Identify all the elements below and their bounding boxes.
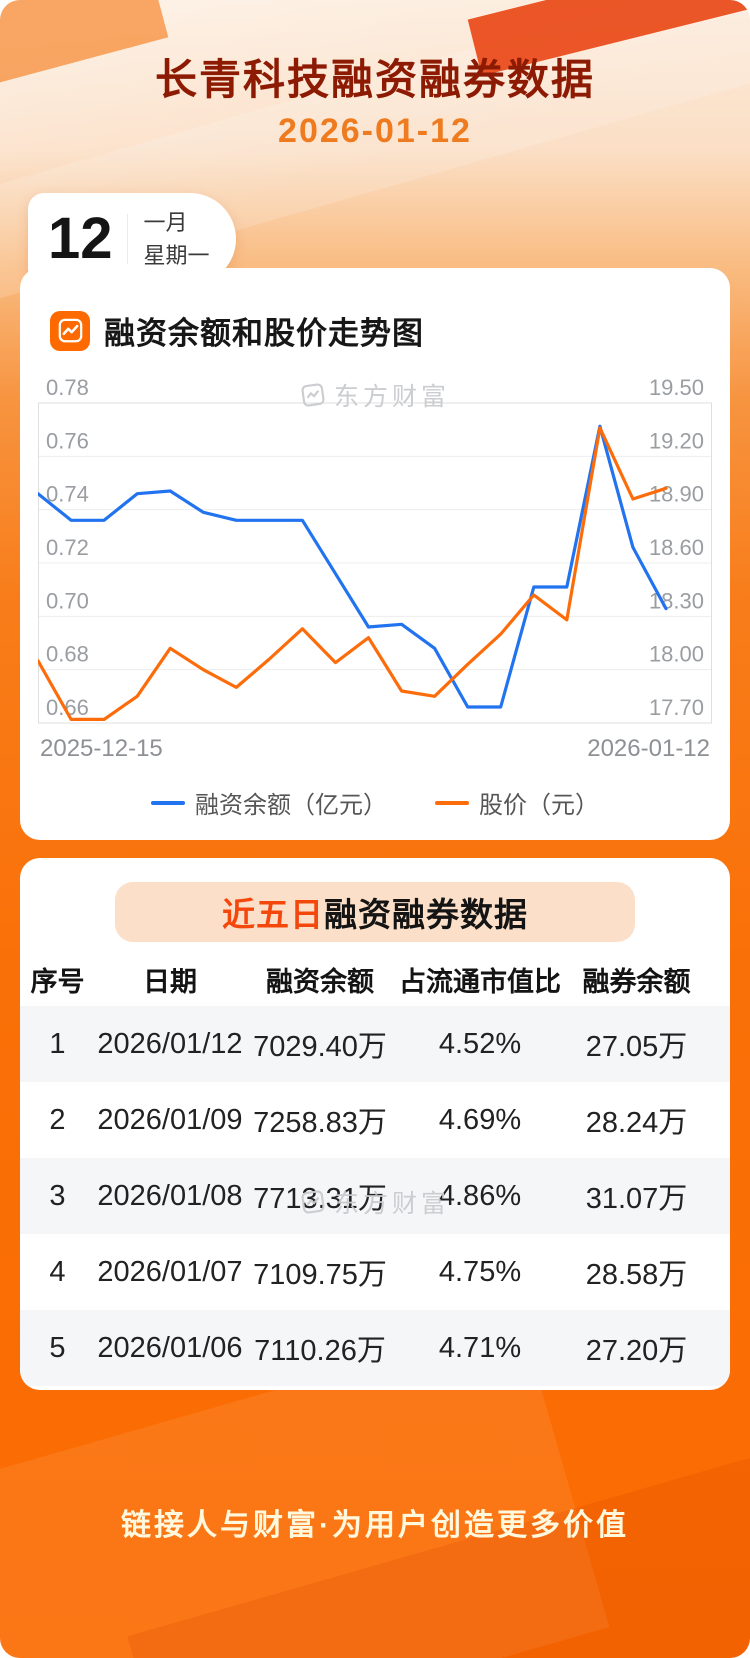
table-cell: 28.24万 [585, 1107, 688, 1139]
table-title-banner: 近五日 融资融券数据 [115, 882, 635, 942]
watermark-table: 东方财富 [300, 1184, 450, 1220]
table-cell: 31.07万 [585, 1183, 688, 1215]
table-header-row: 序号 日期 融资余额 占流通市值比 融券余额 [20, 952, 730, 1006]
table-cell: 5 [49, 1331, 66, 1364]
chart-section-header: 融资余额和股价走势图 [38, 308, 712, 353]
table-cell: 2026/01/08 [97, 1179, 243, 1212]
svg-text:0.76: 0.76 [46, 428, 89, 453]
chart-section-title: 融资余额和股价走势图 [104, 316, 424, 351]
svg-text:19.20: 19.20 [649, 428, 704, 453]
table-cell: 7029.40万 [253, 1031, 387, 1063]
table-cell: 4.71% [438, 1331, 522, 1364]
table-cell: 28.58万 [585, 1259, 688, 1291]
footer-slogan: 链接人与财富·为用户创造更多价值 [121, 1509, 629, 1542]
trend-chart-card: 融资余额和股价走势图 东方财富 0.66 17.70 0.68 18.00 0.70 18… [20, 268, 730, 840]
svg-text:0.68: 0.68 [46, 642, 89, 667]
table-row: 3 2026/01/08 7713.31万 4.86% 31.07万 [20, 1158, 730, 1234]
page-date: 2026-01-12 [278, 112, 472, 150]
calendar-day: 12 [48, 206, 113, 271]
svg-text:0.72: 0.72 [46, 535, 89, 560]
table-body: 1 2026/01/12 7029.40万 4.52% 27.05万 2 2026/01/0… [20, 1006, 730, 1386]
trend-chart: 东方财富 0.66 17.70 0.68 18.00 0.70 18.30 0.72 18.6… [38, 377, 712, 820]
line-chart-icon [50, 310, 90, 351]
table-cell: 7258.83万 [253, 1107, 387, 1139]
page-title: 长青科技融资融券数据 [154, 56, 595, 103]
legend-label: 股价（元） [479, 792, 599, 819]
svg-text:18.60: 18.60 [649, 535, 704, 560]
column-header-date: 日期 [143, 966, 197, 997]
table-cell: 4.69% [438, 1103, 522, 1136]
table-row: 5 2026/01/06 7110.26万 4.71% 27.20万 [20, 1310, 730, 1386]
calendar-meta: 一月 星期一 [144, 206, 210, 272]
x-axis-start-label: 2025-12-15 [40, 735, 163, 762]
table-cell: 4 [49, 1255, 66, 1288]
table-cell: 4.86% [438, 1179, 522, 1212]
legend-label: 融资余额（亿元） [195, 792, 387, 819]
table-cell: 27.05万 [585, 1031, 688, 1063]
watermark-text: 东方财富 [333, 1190, 451, 1218]
table-cell: 7713.31万 [253, 1183, 387, 1215]
table-row: 4 2026/01/07 7109.75万 4.75% 28.58万 [20, 1234, 730, 1310]
svg-text:18.90: 18.90 [649, 482, 704, 507]
svg-text:17.70: 17.70 [649, 695, 704, 720]
x-axis-labels: 2025-12-15 2026-01-12 [38, 735, 712, 763]
x-axis-end-label: 2026-01-12 [587, 735, 710, 762]
calendar-divider [126, 214, 128, 264]
svg-text:19.50: 19.50 [649, 377, 704, 400]
table-title-rest: 融资融券数据 [324, 896, 528, 933]
trend-chart-svg: 0.66 17.700.68 18.000.70 18.300.72 18.600.74… [38, 377, 712, 724]
svg-text:18.00: 18.00 [649, 642, 704, 667]
watermark-chart: 东方财富 [300, 377, 450, 413]
column-header-margin-balance: 融资余额 [266, 966, 374, 997]
column-header-market-cap-ratio: 占流通市值比 [399, 966, 561, 997]
eastmoney-logo-icon [301, 383, 325, 407]
legend-item-margin-balance: 融资余额（亿元） [151, 785, 387, 820]
chart-legend: 融资余额（亿元） 股价（元） [38, 785, 712, 820]
svg-text:0.70: 0.70 [46, 588, 89, 613]
table-cell: 7110.26万 [254, 1335, 386, 1367]
table-cell: 1 [49, 1027, 66, 1060]
table-cell: 4.75% [438, 1255, 522, 1288]
table-cell: 7109.75万 [253, 1259, 387, 1291]
legend-item-stock-price: 股价（元） [435, 785, 599, 820]
svg-text:0.78: 0.78 [46, 377, 89, 400]
table-title-highlight: 近五日 [222, 896, 324, 933]
table-cell: 2026/01/12 [97, 1027, 243, 1060]
legend-marker-blue [151, 800, 185, 805]
table-row: 1 2026/01/12 7029.40万 4.52% 27.05万 [20, 1006, 730, 1082]
table-cell: 27.20万 [585, 1335, 688, 1367]
calendar-month: 一月 [143, 210, 188, 235]
svg-text:0.66: 0.66 [46, 695, 89, 720]
table-cell: 2 [49, 1103, 66, 1136]
table-cell: 2026/01/09 [97, 1103, 243, 1136]
column-header-short-balance: 融券余额 [582, 966, 691, 997]
svg-text:0.74: 0.74 [46, 482, 89, 507]
table-cell: 3 [49, 1179, 66, 1212]
table-cell: 2026/01/07 [97, 1255, 243, 1288]
column-header-index: 序号 [30, 966, 85, 997]
table-row: 2 2026/01/09 7258.83万 4.69% 28.24万 [20, 1082, 730, 1158]
legend-marker-orange [435, 800, 469, 805]
table-cell: 4.52% [438, 1027, 522, 1060]
watermark-text: 东方财富 [333, 383, 451, 411]
recent-data-table-card: 近五日 融资融券数据 序号 日期 融资余额 占流通市值比 融券余额 1 2026/0… [20, 858, 730, 1390]
table-cell: 2026/01/06 [97, 1331, 243, 1364]
eastmoney-logo-icon [301, 1190, 325, 1214]
calendar-weekday: 星期一 [143, 243, 210, 268]
